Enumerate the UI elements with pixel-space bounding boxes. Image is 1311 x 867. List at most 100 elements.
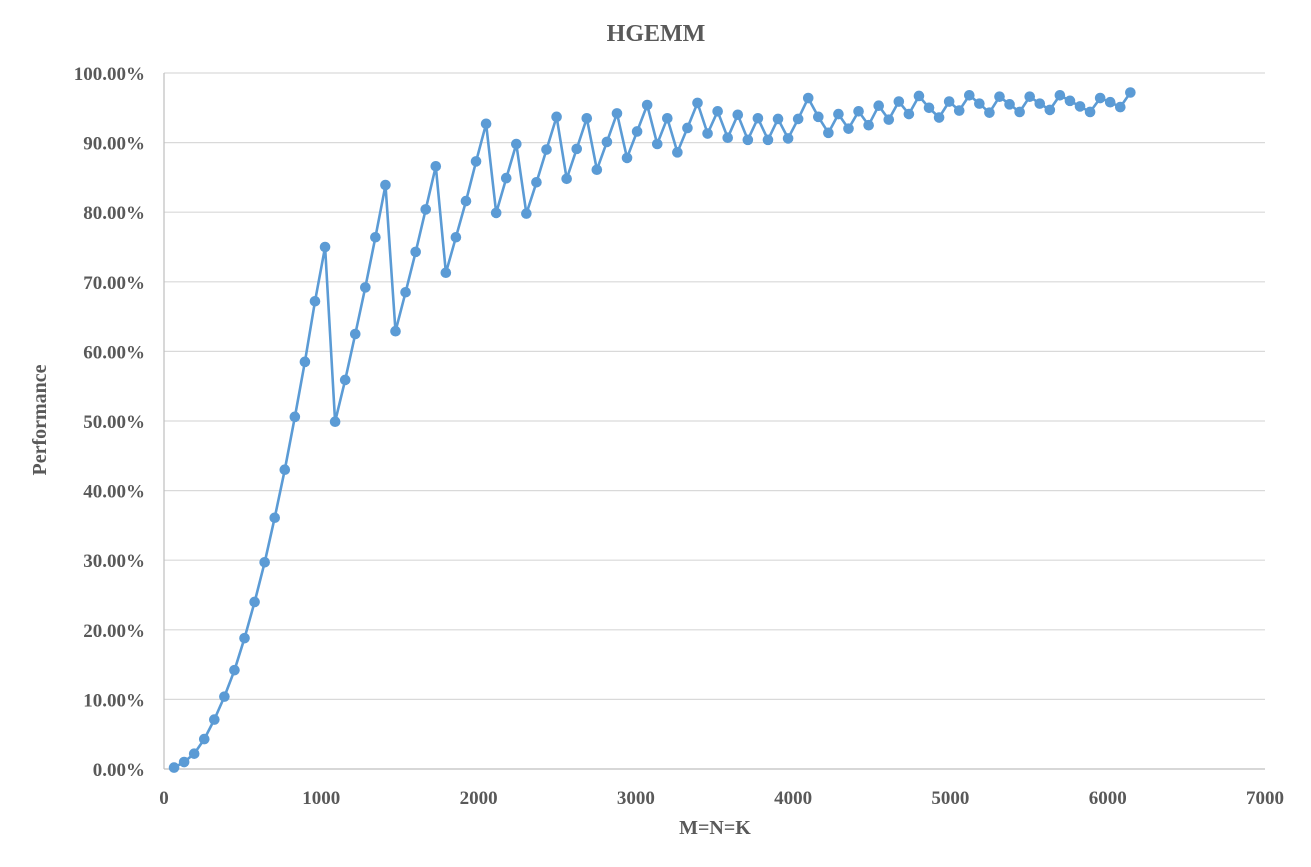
data-point bbox=[772, 113, 784, 125]
data-point bbox=[299, 356, 311, 368]
data-point bbox=[591, 164, 603, 176]
data-point bbox=[732, 109, 744, 121]
data-point bbox=[1014, 106, 1025, 118]
x-tick-label: 7000 bbox=[1246, 788, 1284, 809]
x-tick-label: 0 bbox=[159, 788, 169, 809]
data-point bbox=[1024, 91, 1036, 102]
data-point bbox=[420, 204, 432, 215]
data-point bbox=[239, 632, 250, 644]
data-point bbox=[1084, 106, 1096, 118]
x-tick-label: 6000 bbox=[1089, 788, 1127, 809]
data-point bbox=[571, 143, 583, 155]
data-point bbox=[480, 118, 492, 130]
data-point bbox=[984, 107, 995, 118]
data-point bbox=[178, 756, 190, 768]
data-point bbox=[913, 90, 925, 102]
data-point bbox=[762, 134, 774, 146]
data-point bbox=[1054, 89, 1066, 101]
data-point bbox=[349, 328, 361, 340]
data-point bbox=[1074, 101, 1086, 112]
data-point bbox=[249, 596, 260, 608]
y-tick-label: 80.00% bbox=[83, 203, 145, 224]
data-point bbox=[1064, 95, 1076, 107]
data-point bbox=[1044, 104, 1056, 116]
data-point bbox=[682, 122, 693, 134]
data-point bbox=[380, 179, 391, 191]
data-point bbox=[933, 112, 945, 123]
data-point bbox=[953, 105, 965, 116]
performance-series bbox=[168, 87, 1136, 773]
data-point bbox=[500, 172, 512, 184]
data-point bbox=[712, 105, 723, 117]
data-point bbox=[581, 112, 593, 124]
data-point bbox=[662, 112, 673, 124]
y-tick-label: 90.00% bbox=[83, 134, 145, 155]
x-tick-labels: 0 1000 2000 3000 4000 5000 6000 7000 bbox=[159, 788, 1284, 809]
axes bbox=[163, 73, 1265, 770]
data-point bbox=[259, 556, 270, 568]
y-tick-label: 50.00% bbox=[83, 412, 145, 433]
y-tick-label: 30.00% bbox=[83, 551, 145, 572]
y-tick-label: 100.00% bbox=[74, 64, 145, 85]
data-point bbox=[611, 108, 623, 119]
y-tick-label: 60.00% bbox=[83, 342, 145, 363]
y-tick-label: 20.00% bbox=[83, 621, 145, 642]
data-point bbox=[551, 111, 562, 123]
data-point bbox=[893, 96, 905, 107]
data-point bbox=[833, 108, 844, 120]
data-point bbox=[903, 108, 915, 120]
x-tick-label: 5000 bbox=[931, 788, 969, 809]
data-point bbox=[813, 111, 824, 123]
data-point bbox=[360, 282, 371, 293]
data-point bbox=[410, 246, 421, 258]
data-point bbox=[1034, 98, 1046, 109]
data-point bbox=[994, 91, 1005, 102]
data-point bbox=[782, 133, 794, 144]
x-tick-label: 2000 bbox=[460, 788, 498, 809]
x-tick-label: 3000 bbox=[617, 788, 655, 809]
data-point bbox=[1104, 96, 1116, 108]
data-point bbox=[883, 114, 895, 125]
y-tick-label: 0.00% bbox=[93, 760, 145, 781]
data-point bbox=[279, 464, 291, 476]
data-point bbox=[1094, 92, 1106, 104]
data-point bbox=[470, 156, 482, 167]
x-tick-label: 4000 bbox=[774, 788, 812, 809]
data-point bbox=[863, 119, 874, 131]
data-point bbox=[1004, 99, 1015, 110]
data-point bbox=[511, 138, 522, 150]
data-point bbox=[974, 98, 985, 109]
data-point bbox=[400, 286, 411, 298]
gridlines bbox=[164, 72, 1265, 701]
data-point bbox=[843, 123, 854, 134]
y-tick-label: 40.00% bbox=[83, 482, 145, 503]
data-point bbox=[521, 208, 532, 219]
data-point bbox=[702, 128, 713, 139]
data-point bbox=[219, 691, 230, 702]
data-point bbox=[460, 195, 472, 207]
data-point bbox=[289, 411, 301, 423]
x-axis-label: M=N=K bbox=[679, 817, 751, 839]
data-point bbox=[198, 733, 210, 745]
data-point bbox=[490, 207, 502, 219]
y-axis-label: Performance bbox=[29, 364, 51, 475]
data-point bbox=[450, 231, 462, 243]
data-point bbox=[561, 173, 572, 185]
data-point bbox=[651, 138, 663, 150]
data-point bbox=[752, 112, 764, 124]
data-point bbox=[209, 714, 220, 725]
series-line bbox=[173, 91, 1132, 769]
data-point bbox=[923, 102, 935, 114]
data-point bbox=[792, 113, 804, 125]
data-point bbox=[742, 134, 754, 146]
data-point bbox=[1125, 87, 1136, 98]
data-point bbox=[964, 89, 975, 101]
data-point bbox=[601, 136, 613, 148]
data-point bbox=[1114, 101, 1126, 113]
data-point bbox=[853, 105, 864, 117]
data-point bbox=[329, 416, 341, 427]
data-point bbox=[672, 147, 683, 158]
y-tick-label: 10.00% bbox=[83, 690, 145, 711]
data-point bbox=[531, 176, 542, 188]
data-point bbox=[541, 144, 552, 155]
